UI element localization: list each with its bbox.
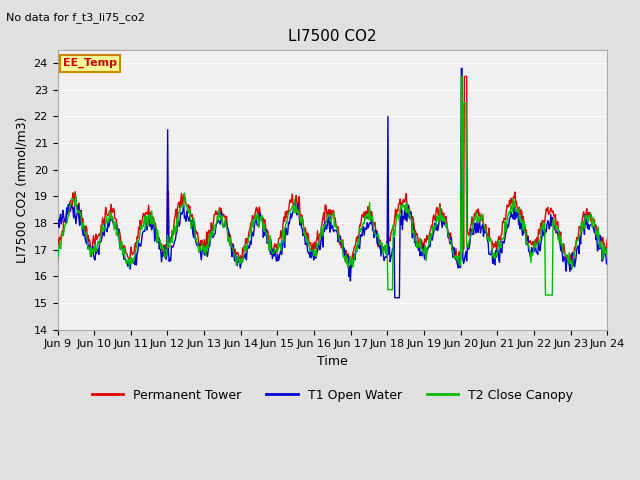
X-axis label: Time: Time <box>317 355 348 368</box>
Permanent Tower <box>120 243 128 249</box>
T1 Open Water <box>604 258 611 264</box>
Permanent Tower <box>176 205 184 211</box>
T2 Close Canopy <box>63 217 71 223</box>
T2 Close Canopy <box>54 258 61 264</box>
T2 Close Canopy <box>415 244 423 250</box>
T1 Open Water <box>400 216 408 222</box>
Permanent Tower <box>205 228 212 233</box>
Text: EE_Temp: EE_Temp <box>63 58 117 68</box>
Permanent Tower <box>54 235 61 240</box>
Y-axis label: LI7500 CO2 (mmol/m3): LI7500 CO2 (mmol/m3) <box>15 117 28 263</box>
Line: T2 Close Canopy: T2 Close Canopy <box>58 76 607 295</box>
Title: LI7500 CO2: LI7500 CO2 <box>288 29 377 44</box>
T2 Close Canopy <box>205 239 212 245</box>
Permanent Tower <box>348 265 355 271</box>
T2 Close Canopy <box>120 246 128 252</box>
T2 Close Canopy <box>604 252 611 257</box>
Legend: Permanent Tower, T1 Open Water, T2 Close Canopy: Permanent Tower, T1 Open Water, T2 Close… <box>87 384 578 407</box>
Permanent Tower <box>400 199 408 205</box>
T2 Close Canopy <box>458 73 465 79</box>
T1 Open Water <box>205 243 212 249</box>
Line: T1 Open Water: T1 Open Water <box>58 68 607 298</box>
Line: Permanent Tower: Permanent Tower <box>58 76 607 268</box>
Permanent Tower <box>461 73 468 79</box>
T1 Open Water <box>120 257 128 263</box>
T1 Open Water <box>458 65 465 71</box>
Text: No data for f_t3_li75_co2: No data for f_t3_li75_co2 <box>6 12 145 23</box>
T1 Open Water <box>416 253 424 259</box>
Permanent Tower <box>63 209 71 215</box>
T1 Open Water <box>54 223 61 228</box>
Permanent Tower <box>604 236 611 241</box>
T1 Open Water <box>176 220 184 226</box>
T1 Open Water <box>391 295 399 300</box>
T1 Open Water <box>63 211 71 217</box>
T2 Close Canopy <box>176 207 184 213</box>
Permanent Tower <box>416 245 424 251</box>
T2 Close Canopy <box>399 202 407 208</box>
T2 Close Canopy <box>541 292 549 298</box>
